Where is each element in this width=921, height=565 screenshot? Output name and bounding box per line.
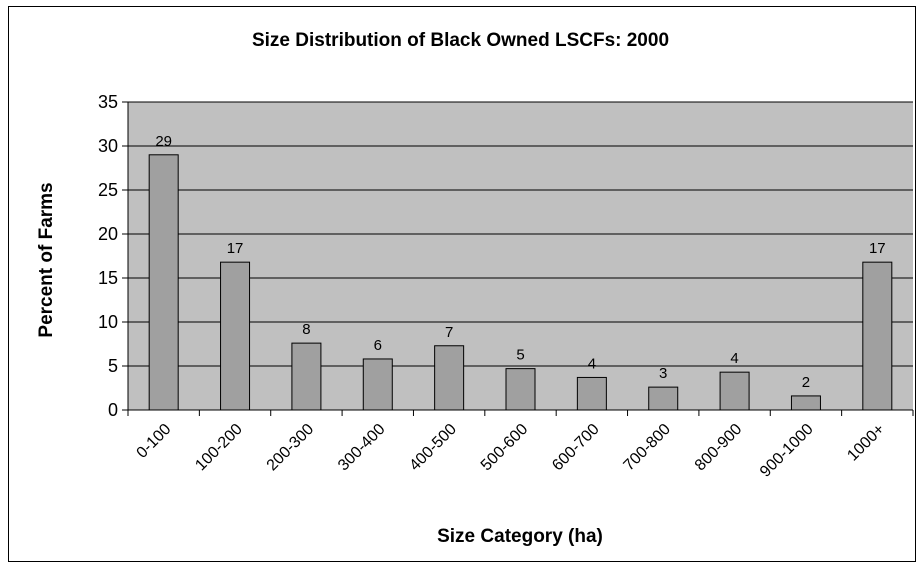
bar-200-300 [291, 342, 322, 411]
data-label: 17 [227, 240, 244, 257]
x-category-label: 500-600 [478, 421, 532, 475]
bar-400-500 [434, 345, 465, 411]
data-label: 3 [659, 365, 667, 382]
data-label: 17 [869, 240, 886, 257]
y-tick-label: 35 [98, 92, 118, 112]
x-axis-title: Size Category (ha) [437, 526, 603, 547]
y-tick-label: 30 [98, 136, 118, 156]
x-category-label: 700-800 [621, 421, 675, 475]
bar-100-200 [220, 261, 251, 411]
y-tick-label: 0 [108, 400, 118, 420]
y-axis-title: Percent of Farms [36, 182, 57, 337]
y-tick-label: 20 [98, 224, 118, 244]
bar-0-100 [148, 154, 179, 411]
y-tick-label: 15 [98, 268, 118, 288]
x-category-label: 0-100 [134, 421, 175, 462]
chart-title: Size Distribution of Black Owned LSCFs: … [251, 30, 670, 51]
x-category-label: 400-500 [406, 421, 460, 475]
bar-600-700 [576, 376, 607, 411]
plot-area [128, 102, 913, 410]
x-category-label: 200-300 [264, 421, 318, 475]
bar-300-400 [362, 358, 393, 411]
data-label: 8 [302, 321, 310, 338]
x-category-label: 300-400 [335, 421, 389, 475]
x-category-label: 100-200 [192, 421, 246, 475]
data-label: 7 [445, 324, 453, 341]
data-label: 29 [155, 133, 172, 150]
x-category-label: 1000+ [844, 421, 888, 465]
y-tick-label: 25 [98, 180, 118, 200]
bar-700-800 [648, 386, 679, 411]
bar-1000+ [862, 261, 893, 411]
x-category-label: 600-700 [549, 421, 603, 475]
data-label: 2 [802, 374, 810, 391]
bar-800-900 [719, 371, 750, 411]
data-label: 4 [730, 350, 738, 367]
data-label: 5 [516, 347, 524, 364]
x-category-label: 900-1000 [757, 421, 817, 481]
y-tick-label: 10 [98, 312, 118, 332]
bar-900-1000 [790, 395, 821, 411]
data-label: 6 [374, 337, 382, 354]
x-category-label: 800-900 [692, 421, 746, 475]
bar-500-600 [505, 368, 536, 411]
data-label: 4 [588, 355, 596, 372]
y-tick-label: 5 [108, 356, 118, 376]
